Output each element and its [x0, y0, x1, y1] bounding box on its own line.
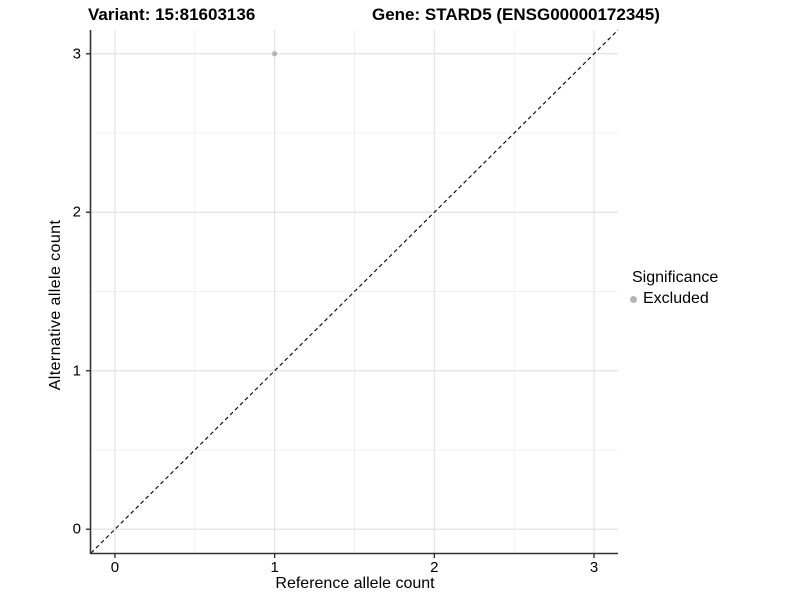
- x-tick-label: 2: [430, 559, 439, 576]
- data-point: [272, 51, 278, 57]
- identity-reference-line: [90, 29, 619, 554]
- x-tick-label: 3: [589, 559, 599, 576]
- gene-title: Gene: STARD5 (ENSG00000172345): [372, 5, 660, 24]
- legend-title: Significance: [632, 269, 719, 286]
- excluded-point-icon: [630, 295, 637, 303]
- y-tick-label: 2: [72, 203, 81, 221]
- x-tick-label: 0: [110, 559, 120, 576]
- x-axis-title: Reference allele count: [275, 575, 435, 592]
- x-tick-label: 1: [270, 559, 279, 576]
- legend: Significance Excluded: [630, 269, 718, 308]
- variant-title: Variant: 15:81603136: [88, 5, 256, 24]
- legend-item-label: Excluded: [643, 290, 709, 307]
- y-axis-title: Alternative allele count: [47, 219, 64, 391]
- y-tick-label: 1: [72, 362, 81, 380]
- y-tick-label: 3: [72, 45, 81, 63]
- y-tick-label: 0: [72, 520, 81, 538]
- legend-item-excluded: Excluded: [630, 290, 718, 308]
